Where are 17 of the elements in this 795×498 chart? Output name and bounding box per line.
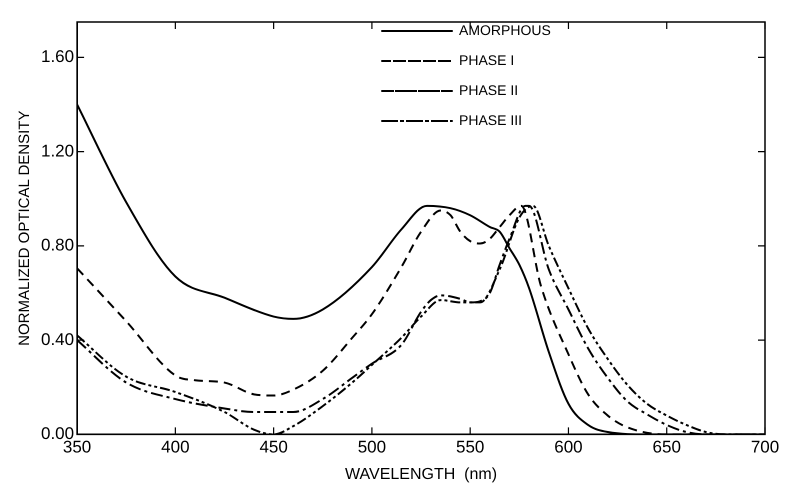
x-tick-label: 400 [161,437,190,456]
x-axis-title: WAVELENGTH (nm) [345,466,498,483]
legend-label: PHASE II [459,82,518,98]
x-tick-label: 500 [358,437,386,456]
legend-label: PHASE I [459,52,514,68]
x-tick-label: 600 [554,437,583,456]
y-tick-label: 0.40 [40,330,74,349]
x-tick-label: 650 [652,437,681,456]
legend-label: AMORPHOUS [459,22,551,38]
x-tick-label: 700 [750,437,780,456]
y-axis-title: NORMALIZED OPTICAL DENSITY [16,110,34,346]
y-tick-label: 1.60 [40,47,74,66]
legend-label: PHASE III [459,112,522,128]
y-tick-label: 0.80 [40,236,74,255]
x-tick-label: 450 [259,437,288,456]
y-tick-label: 1.20 [40,141,74,160]
x-tick-label: 550 [456,437,484,456]
